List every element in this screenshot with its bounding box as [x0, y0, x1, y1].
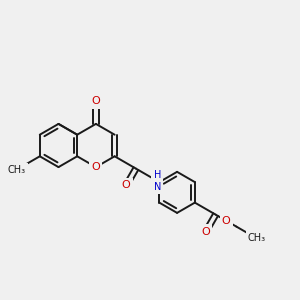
Text: CH₃: CH₃	[7, 165, 26, 175]
Text: H
N: H N	[154, 170, 161, 192]
Text: O: O	[92, 162, 100, 172]
Text: CH₃: CH₃	[248, 233, 266, 243]
Text: O: O	[122, 181, 130, 190]
Text: O: O	[222, 216, 230, 226]
Text: O: O	[92, 96, 100, 106]
Text: O: O	[202, 226, 210, 236]
